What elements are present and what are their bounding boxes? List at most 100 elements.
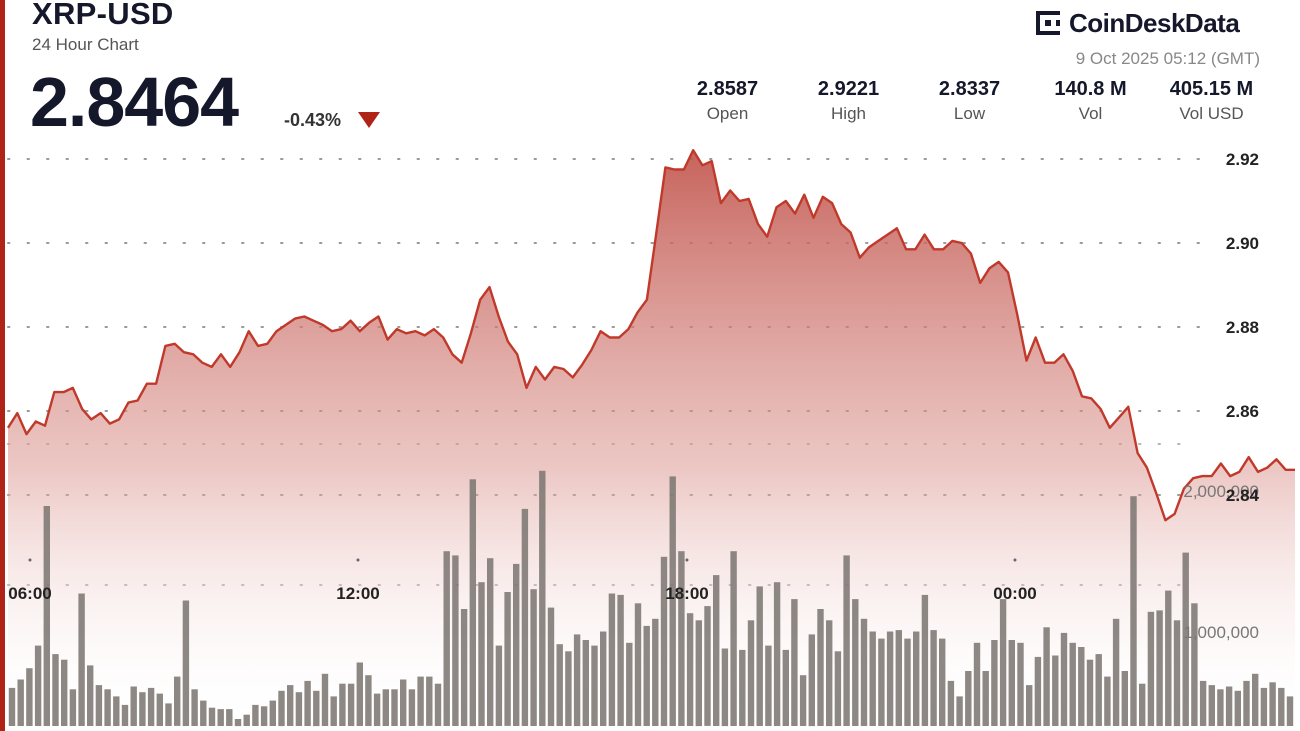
volume-bar (1225, 686, 1233, 726)
volume-bar (713, 575, 720, 726)
volume-bar (991, 640, 998, 726)
volume-bar (78, 593, 85, 726)
volume-bar (174, 676, 181, 726)
volume-bar (843, 555, 850, 726)
volume-bar (634, 603, 642, 726)
volume-bar (8, 687, 16, 726)
volume-bar (1243, 680, 1250, 726)
volume-bar (765, 645, 772, 726)
volume-bar (260, 706, 268, 726)
volume-bar (1086, 659, 1094, 726)
stat-label: Vol (1078, 104, 1103, 123)
volume-bar (530, 589, 537, 726)
stat-value: 405.15 M (1169, 78, 1254, 100)
volume-bar (834, 651, 842, 726)
volume-bar (878, 638, 885, 726)
volume-bar (69, 689, 77, 726)
volume-bar (773, 582, 781, 726)
x-tick-mark (28, 558, 32, 562)
volume-bar (1112, 618, 1120, 726)
x-tick-label: 06:00 (8, 584, 51, 603)
volume-bar (452, 555, 459, 726)
volume-bar (243, 714, 250, 726)
volume-bar (1156, 610, 1163, 726)
volume-bar (652, 618, 659, 726)
volume-bar (191, 689, 198, 726)
volume-bar (34, 645, 42, 726)
volume-bar (469, 479, 476, 727)
volume-bar (626, 642, 633, 726)
volume-bar (1017, 642, 1024, 726)
volume-bar (730, 551, 737, 726)
volume-bar (52, 654, 59, 726)
stats-row: 2.8587 Open 2.9221 High 2.8337 Low 140.8… (667, 78, 1272, 124)
volume-bar (956, 696, 963, 726)
volume-bar (347, 683, 355, 726)
volume-bar (61, 659, 68, 726)
volume-bar (426, 676, 433, 726)
volume-bar (513, 563, 520, 726)
price-change: -0.43% (284, 110, 342, 130)
volume-bar (904, 638, 911, 726)
volume-bar (1069, 642, 1076, 726)
volume-bar (982, 671, 989, 726)
volume-bar (1130, 496, 1137, 726)
x-tick-label: 00:00 (993, 584, 1036, 603)
symbol-title: XRP-USD (32, 0, 174, 31)
volume-bar (217, 709, 224, 726)
volume-bar (678, 551, 685, 726)
volume-bar (278, 690, 285, 727)
volume-bar (1269, 682, 1276, 726)
volume-bar (573, 634, 581, 727)
volume-bar (582, 640, 589, 726)
left-accent-bar (0, 0, 5, 731)
stat-open: 2.8587 Open (667, 78, 788, 124)
x-tick-mark (1013, 558, 1017, 562)
volume-bar (1043, 627, 1050, 726)
volume-bar (1052, 655, 1059, 726)
volume-bar (504, 592, 511, 726)
volume-bar (130, 686, 137, 726)
timestamp: 9 Oct 2025 05:12 (GMT) (1075, 49, 1260, 68)
volume-bar (87, 665, 94, 726)
volume-bar (330, 696, 337, 726)
volume-bar (26, 668, 33, 726)
volume-bar (1095, 654, 1102, 726)
volume-bar (973, 642, 981, 726)
price-line (6, 149, 1295, 522)
coindesk-logo-mark-icon (1033, 8, 1063, 38)
volume-bar (643, 625, 650, 726)
coindesk-logo[interactable]: CoinDeskData (1033, 6, 1240, 40)
volume-bar (417, 676, 424, 726)
volume-bar (1260, 687, 1268, 726)
volume-bar (695, 620, 702, 727)
volume-bar (43, 506, 50, 726)
volume-bar (304, 680, 311, 726)
volume-bar (321, 673, 329, 726)
volume-bar (886, 631, 894, 726)
volume-bar (339, 683, 346, 726)
volume-bar (234, 719, 242, 727)
volume-bar (156, 693, 163, 726)
volume-tick-label: 1,000,000 (1183, 623, 1259, 642)
price-area (8, 150, 1295, 731)
volume-bar (226, 709, 233, 726)
volume-bar (1278, 687, 1285, 726)
volume-bar (747, 620, 755, 727)
volume-bar (460, 609, 468, 726)
volume-bar (1217, 689, 1224, 726)
volume-tick-label: 2,000,000 (1183, 482, 1259, 501)
volume-bar (556, 644, 563, 726)
volume-bar (1034, 656, 1042, 726)
volume-bar (1234, 690, 1241, 727)
volume-bar (356, 662, 363, 726)
stat-label: Open (706, 104, 749, 123)
volume-bar (895, 630, 902, 726)
volume-bar (295, 692, 303, 726)
volume-bar (939, 638, 946, 726)
volume-bar (1139, 683, 1146, 726)
stat-value: 2.8587 (696, 78, 759, 100)
volume-bar (817, 609, 824, 726)
volume-bar (313, 690, 320, 727)
stat-vol-usd: 405.15 M Vol USD (1151, 78, 1272, 124)
